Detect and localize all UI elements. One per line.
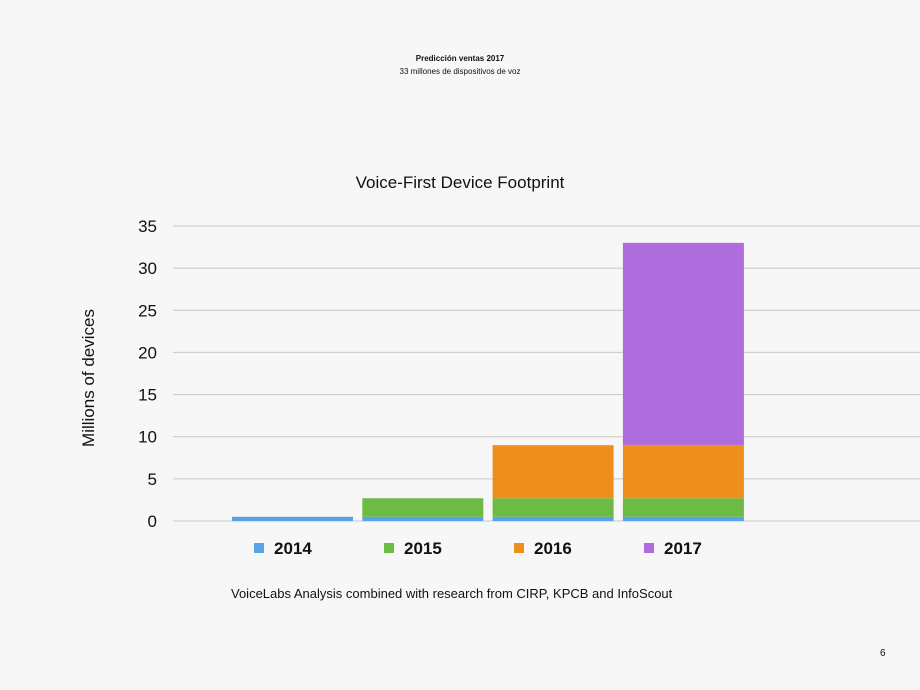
slide-subtitle: 33 millones de dispositivos de voz bbox=[399, 67, 521, 76]
y-axis-label: Millions of devices bbox=[79, 309, 98, 447]
legend-label: 2015 bbox=[404, 539, 442, 558]
y-tick-label: 10 bbox=[138, 428, 157, 447]
legend-label: 2016 bbox=[534, 539, 572, 558]
bar-segment-2017-2014 bbox=[622, 516, 744, 521]
legend: 2014 2015 2016 2017 bbox=[254, 539, 702, 558]
legend-label: 2017 bbox=[664, 539, 702, 558]
bar-segment-2017-2017 bbox=[622, 242, 744, 446]
y-tick-label: 25 bbox=[138, 301, 157, 320]
y-tick-labels: 0 5 10 15 20 25 30 35 bbox=[138, 217, 157, 531]
legend-swatch bbox=[384, 543, 394, 553]
y-tick-label: 5 bbox=[148, 470, 157, 489]
legend-swatch bbox=[644, 543, 654, 553]
legend-label: 2014 bbox=[274, 539, 312, 558]
slide-title: Predicción ventas 2017 bbox=[415, 54, 505, 63]
legend-swatch bbox=[514, 543, 524, 553]
page-number: 6 bbox=[880, 648, 886, 659]
bar-segment-2017-2016 bbox=[622, 445, 744, 499]
chart-title: Voice-First Device Footprint bbox=[356, 173, 565, 192]
y-tick-label: 0 bbox=[148, 512, 157, 531]
legend-swatch bbox=[254, 543, 264, 553]
bar-segment-2016-2014 bbox=[492, 516, 614, 521]
y-tick-label: 35 bbox=[138, 217, 157, 236]
bar-segment-2016-2015 bbox=[492, 498, 614, 517]
bar-segment-2014-2014 bbox=[232, 516, 353, 521]
source-note: VoiceLabs Analysis combined with researc… bbox=[231, 586, 673, 601]
bar-segment-2016-2016 bbox=[492, 445, 614, 499]
y-tick-label: 15 bbox=[138, 386, 157, 405]
bar-segment-2015-2015 bbox=[362, 498, 484, 517]
bar-segment-2017-2015 bbox=[622, 498, 744, 517]
bars bbox=[232, 242, 744, 521]
y-tick-label: 30 bbox=[138, 259, 157, 278]
y-tick-label: 20 bbox=[138, 343, 157, 362]
bar-segment-2015-2014 bbox=[362, 516, 484, 521]
